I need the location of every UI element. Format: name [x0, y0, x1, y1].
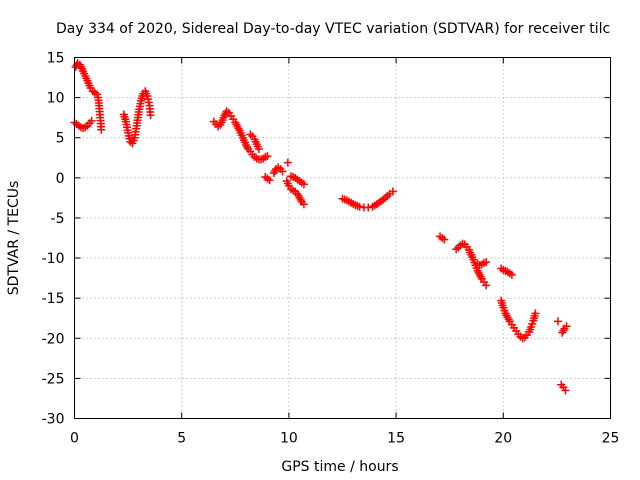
data-points — [70, 59, 571, 395]
y-tick-label: 10 — [47, 91, 65, 107]
plot-frame — [74, 57, 611, 419]
data-point — [364, 203, 373, 212]
data-point — [482, 281, 491, 290]
y-tick-label: 0 — [56, 171, 65, 187]
data-point — [146, 111, 155, 120]
data-point — [299, 180, 308, 189]
y-tick-label: -30 — [42, 412, 65, 428]
y-tick-label: 15 — [47, 51, 65, 67]
data-point — [283, 158, 292, 167]
x-tick-label: 25 — [602, 431, 620, 447]
y-tick-label: -15 — [42, 291, 65, 307]
y-tick-label: -20 — [42, 331, 65, 347]
x-tick-label: 5 — [177, 431, 186, 447]
x-tick-label: 15 — [387, 431, 405, 447]
data-point — [561, 386, 570, 395]
data-point — [254, 144, 263, 153]
axis-ticks: 0 5 10 15 20 25 15 10 5 0 -5 -10 -15 -20 -25 -30 — [42, 51, 620, 447]
chart-title: Day 334 of 2020, Sidereal Day-to-day VTE… — [56, 21, 610, 37]
y-tick-label: -25 — [42, 371, 65, 387]
data-point — [507, 270, 516, 279]
data-point — [278, 167, 287, 176]
y-axis-label: SDTVAR / TECUs — [6, 181, 22, 296]
data-point — [97, 125, 106, 134]
data-point — [265, 176, 274, 185]
x-axis-label: GPS time / hours — [281, 459, 398, 475]
data-point — [355, 202, 364, 211]
data-point — [562, 322, 571, 331]
x-tick-label: 10 — [280, 431, 298, 447]
data-point — [553, 317, 562, 326]
y-tick-label: 5 — [56, 131, 65, 147]
y-tick-label: -5 — [51, 211, 65, 227]
data-point — [388, 187, 397, 196]
grid — [74, 57, 611, 419]
data-point — [263, 152, 272, 161]
data-point — [440, 235, 449, 244]
y-tick-label: -10 — [42, 251, 65, 267]
data-point — [482, 258, 491, 267]
data-point — [299, 200, 308, 209]
x-tick-label: 20 — [494, 431, 512, 447]
x-tick-label: 0 — [70, 431, 79, 447]
data-point — [531, 309, 540, 318]
data-point — [87, 116, 96, 125]
